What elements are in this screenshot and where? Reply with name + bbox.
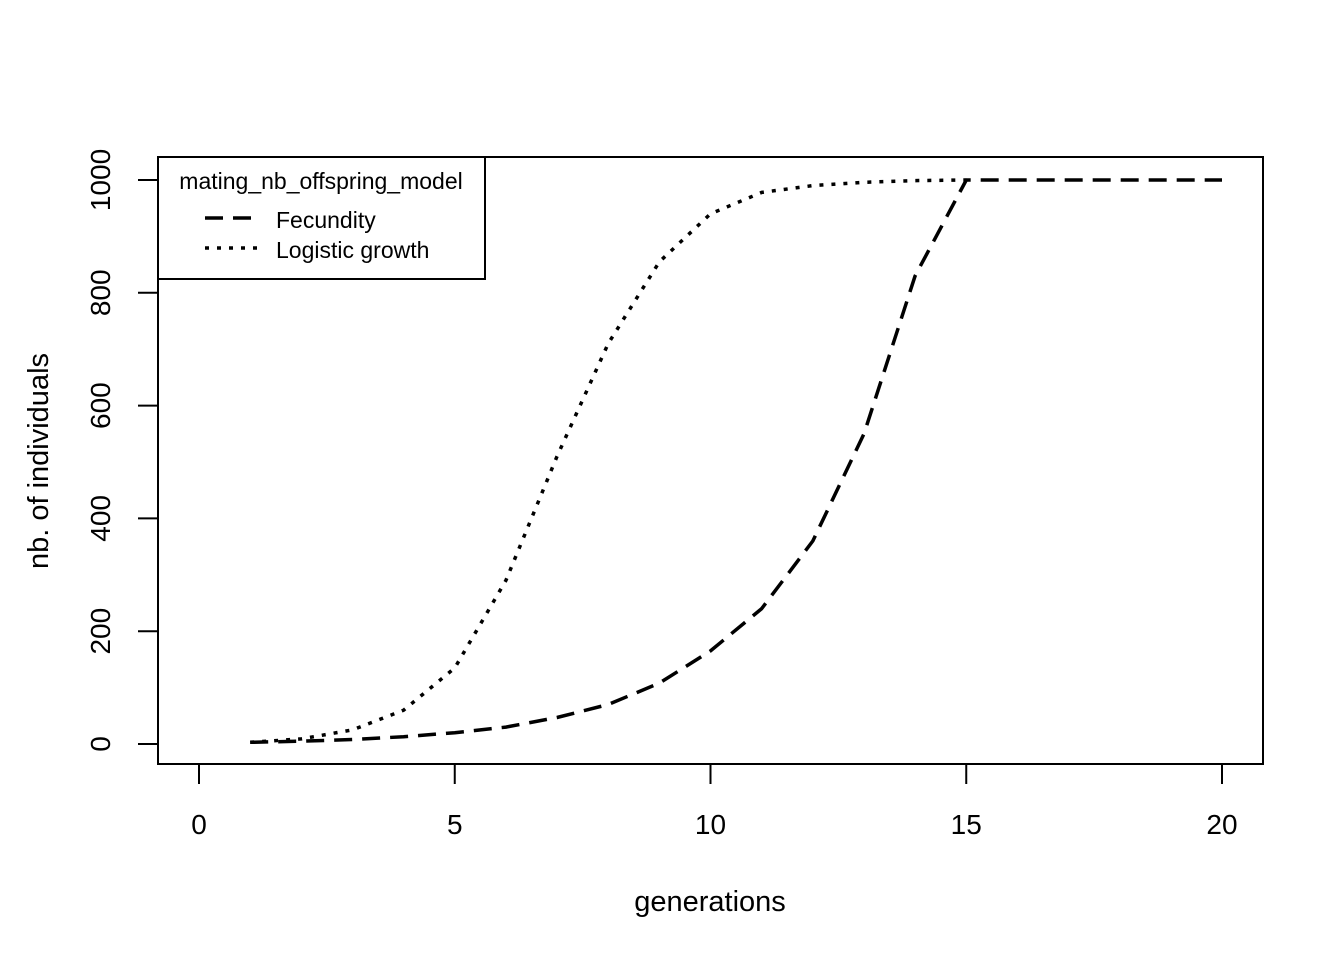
y-tick-label: 400 xyxy=(85,495,116,542)
legend-label-logistic-growth: Logistic growth xyxy=(276,237,429,263)
x-tick-label: 15 xyxy=(951,809,982,840)
series-layer xyxy=(250,178,1222,745)
x-tick-label: 0 xyxy=(191,809,207,840)
series-line-logistic-growth xyxy=(250,178,967,745)
x-tick-label: 10 xyxy=(695,809,726,840)
legend-label-fecundity: Fecundity xyxy=(276,207,376,233)
x-tick-label: 5 xyxy=(447,809,463,840)
legend: mating_nb_offspring_model Fecundity Logi… xyxy=(157,156,486,280)
x-tick-label: 20 xyxy=(1206,809,1237,840)
y-tick-label: 0 xyxy=(85,736,116,752)
y-tick-label: 1000 xyxy=(85,149,116,211)
y-axis-title: nb. of individuals xyxy=(23,353,55,569)
x-axis: 0 5 10 15 20 xyxy=(191,763,1238,840)
x-axis-title: generations xyxy=(634,886,786,918)
series-line-fecundity xyxy=(250,178,1222,745)
legend-title: mating_nb_offspring_model xyxy=(179,168,462,194)
y-axis: 0 200 400 600 800 1000 xyxy=(85,149,159,752)
y-tick-label: 800 xyxy=(85,269,116,316)
y-tick-label: 200 xyxy=(85,608,116,655)
y-tick-label: 600 xyxy=(85,382,116,429)
